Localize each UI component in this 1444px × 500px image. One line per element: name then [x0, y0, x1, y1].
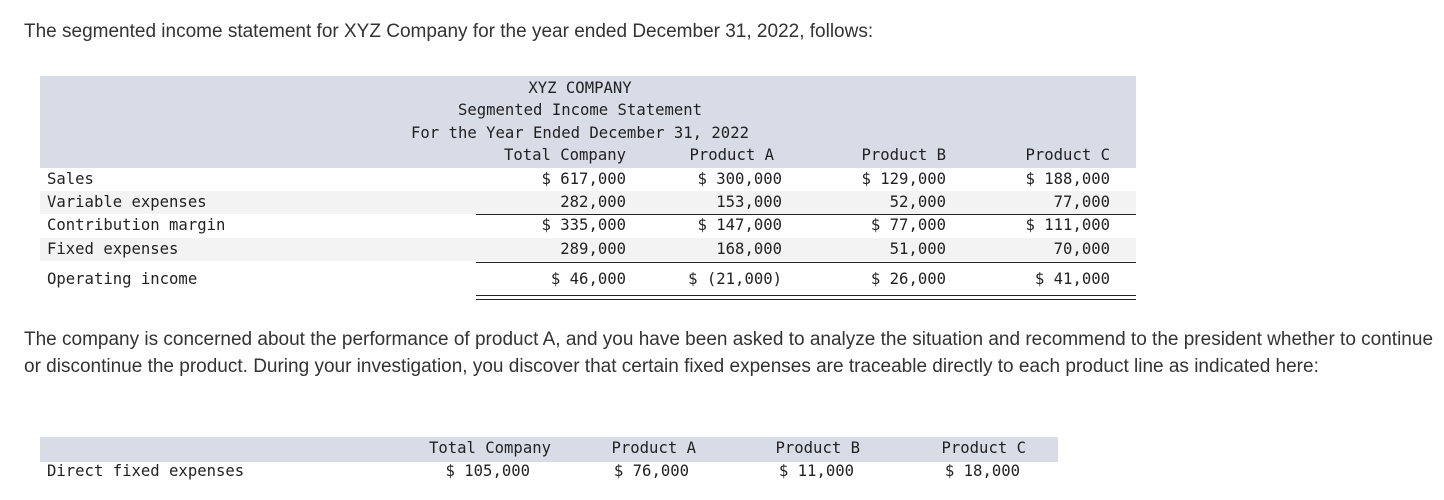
cell: 70,000	[1053, 240, 1110, 258]
table-row: Sales $ 617,000 $ 300,000 $ 129,000 $ 18…	[40, 168, 1136, 191]
intro-text: The segmented income statement for XYZ C…	[24, 21, 874, 42]
cell: $ (21,000)	[688, 270, 782, 288]
cell: $ 18,000	[944, 462, 1020, 480]
table-row: Operating income $ 46,000 $ (21,000) $ 2…	[40, 268, 1136, 291]
statement-period: For the Year Ended December 31, 2022	[411, 124, 749, 142]
column-header: Product B	[861, 146, 947, 164]
cell: 289,000	[560, 240, 626, 258]
cell: $ 11,000	[778, 462, 854, 480]
cell: $ 26,000	[870, 270, 946, 288]
column-header: Total Company	[428, 439, 551, 457]
cell: $ 76,000	[613, 462, 689, 480]
statement-title: Segmented Income Statement	[457, 101, 703, 119]
cell: 52,000	[889, 193, 946, 211]
cell: $ 335,000	[541, 216, 627, 234]
cell: 153,000	[716, 193, 782, 211]
cell: 168,000	[716, 240, 782, 258]
row-label: Sales	[47, 170, 94, 188]
column-header: Product B	[775, 439, 861, 457]
cell: $ 300,000	[697, 170, 783, 188]
row-label: Direct fixed expenses	[47, 462, 245, 480]
subtotal-rule	[476, 214, 1136, 215]
cell: $ 617,000	[541, 170, 627, 188]
column-header: Product A	[611, 439, 697, 457]
column-header: Total Company	[503, 146, 626, 164]
cell: $ 188,000	[1025, 170, 1111, 188]
column-header: Product C	[941, 439, 1027, 457]
cell: 282,000	[560, 193, 626, 211]
cell: $ 147,000	[697, 216, 783, 234]
subtotal-rule	[476, 262, 1136, 263]
table-row: Fixed expenses 289,000 168,000 51,000 70…	[40, 238, 1136, 261]
row-label: Contribution margin	[47, 216, 226, 234]
statement-company: XYZ COMPANY	[528, 79, 632, 97]
column-header: Product C	[1025, 146, 1111, 164]
cell: 51,000	[889, 240, 946, 258]
cell: $ 129,000	[861, 170, 947, 188]
total-double-rule	[476, 295, 1136, 300]
row-label: Fixed expenses	[47, 240, 179, 258]
statement-header-band	[40, 76, 1136, 168]
table-row: Contribution margin $ 335,000 $ 147,000 …	[40, 214, 1136, 237]
cell: $ 77,000	[870, 216, 946, 234]
cell: $ 46,000	[550, 270, 626, 288]
row-label: Operating income	[47, 270, 198, 288]
cell: $ 111,000	[1025, 216, 1111, 234]
direct-header-band	[40, 437, 1058, 462]
row-label: Variable expenses	[47, 193, 207, 211]
column-header: Product A	[689, 146, 775, 164]
cell: 77,000	[1053, 193, 1110, 211]
cell: $ 41,000	[1034, 270, 1110, 288]
body-paragraph: The company is concerned about the perfo…	[24, 329, 1434, 377]
table-row: Variable expenses 282,000 153,000 52,000…	[40, 191, 1136, 214]
cell: $ 105,000	[445, 462, 531, 480]
